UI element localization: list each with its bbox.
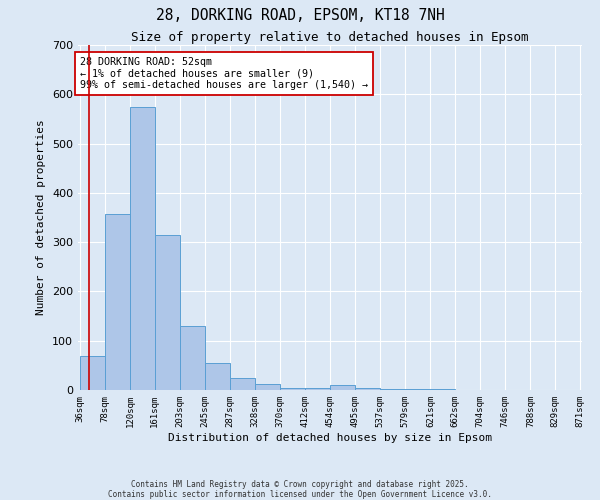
Bar xyxy=(105,214,130,390)
Bar xyxy=(155,235,180,390)
Bar xyxy=(130,106,155,390)
Y-axis label: Number of detached properties: Number of detached properties xyxy=(37,120,46,316)
Bar xyxy=(430,389,455,390)
Bar xyxy=(205,363,230,390)
Title: Size of property relative to detached houses in Epsom: Size of property relative to detached ho… xyxy=(131,31,529,44)
Bar xyxy=(280,388,305,390)
Bar xyxy=(405,389,430,390)
Text: Contains HM Land Registry data © Crown copyright and database right 2025.
Contai: Contains HM Land Registry data © Crown c… xyxy=(108,480,492,499)
Bar xyxy=(255,384,280,390)
Text: 28 DORKING ROAD: 52sqm
← 1% of detached houses are smaller (9)
99% of semi-detac: 28 DORKING ROAD: 52sqm ← 1% of detached … xyxy=(80,57,368,90)
Text: 28, DORKING ROAD, EPSOM, KT18 7NH: 28, DORKING ROAD, EPSOM, KT18 7NH xyxy=(155,8,445,22)
Bar xyxy=(230,378,255,390)
Bar xyxy=(80,356,105,390)
Bar xyxy=(355,388,380,390)
X-axis label: Distribution of detached houses by size in Epsom: Distribution of detached houses by size … xyxy=(168,432,492,442)
Bar xyxy=(380,388,405,390)
Bar xyxy=(330,385,355,390)
Bar xyxy=(180,326,205,390)
Bar xyxy=(305,388,330,390)
